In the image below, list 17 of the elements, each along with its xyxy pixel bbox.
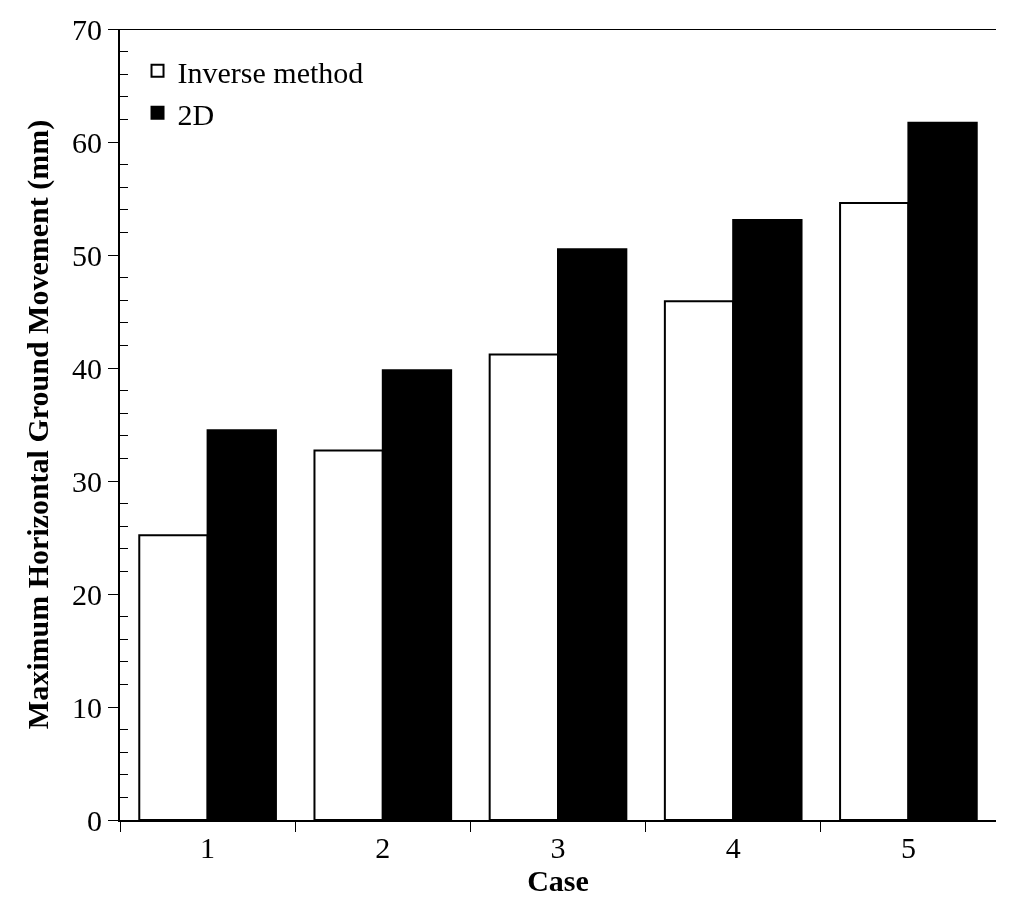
x-tick-label: 1 — [200, 831, 216, 864]
x-tick-label: 4 — [725, 831, 741, 864]
x-tick-label: 2 — [375, 831, 391, 864]
legend-label: Inverse method — [177, 55, 364, 89]
legend-label: 2D — [177, 97, 215, 131]
y-tick-label: 0 — [87, 803, 102, 837]
y-tick-label: 10 — [72, 690, 102, 724]
x-axis-title: Case — [527, 864, 589, 897]
y-tick-label: 20 — [72, 577, 102, 611]
x-tick-label: 3 — [550, 831, 566, 864]
x-tick-label: 5 — [900, 831, 916, 864]
y-tick-label: 60 — [72, 125, 102, 159]
y-tick-label: 50 — [72, 238, 102, 272]
y-axis-title: Maximum Horizontal Ground Movement (mm) — [20, 119, 55, 730]
y-tick-label: 40 — [72, 351, 102, 385]
y-tick-label: 30 — [72, 464, 102, 498]
y-tick-label: 70 — [72, 12, 102, 46]
